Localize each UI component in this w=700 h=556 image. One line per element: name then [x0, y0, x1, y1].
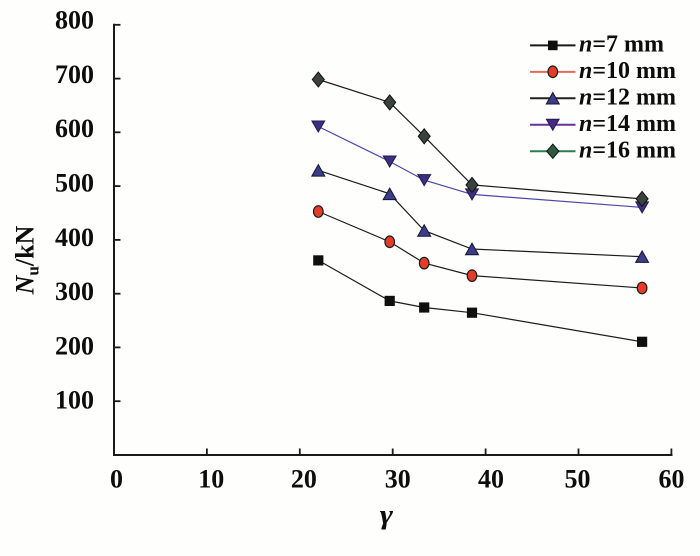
- svg-text:Nu/kN: Nu/kN: [11, 225, 43, 295]
- svg-text:10: 10: [198, 465, 224, 494]
- svg-text:400: 400: [55, 223, 94, 252]
- svg-text:n=7 mm: n=7 mm: [579, 32, 664, 58]
- svg-text:200: 200: [55, 331, 94, 360]
- svg-text:500: 500: [55, 169, 94, 198]
- svg-text:n=14 mm: n=14 mm: [579, 111, 676, 137]
- svg-text:0: 0: [110, 465, 123, 494]
- svg-text:300: 300: [55, 277, 94, 306]
- svg-text:20: 20: [291, 465, 317, 494]
- svg-text:50: 50: [565, 465, 591, 494]
- svg-text:30: 30: [385, 465, 411, 494]
- svg-text:100: 100: [55, 386, 94, 415]
- svg-text:60: 60: [659, 465, 685, 494]
- svg-text:700: 700: [55, 60, 94, 89]
- svg-text:40: 40: [478, 465, 504, 494]
- svg-text:n=10 mm: n=10 mm: [579, 58, 676, 84]
- svg-text:n=16 mm: n=16 mm: [579, 138, 676, 164]
- svg-text:γ: γ: [380, 501, 394, 530]
- svg-text:600: 600: [55, 114, 94, 143]
- svg-text:800: 800: [55, 6, 94, 35]
- svg-text:n=12 mm: n=12 mm: [579, 85, 676, 111]
